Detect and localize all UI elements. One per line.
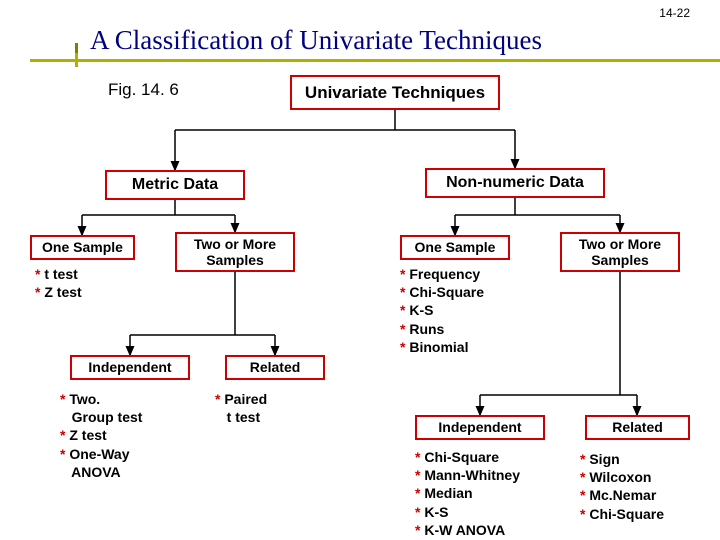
page-number: 14-22 [659, 6, 690, 20]
list-item: * Wilcoxon [580, 468, 664, 486]
list-item: * Median [415, 484, 520, 502]
title-notch-upper [75, 43, 78, 53]
list-item: * Two. Group test [60, 390, 142, 426]
list-item: * Z test [35, 283, 82, 301]
node-root: Univariate Techniques [290, 75, 500, 110]
list-item: * K-S [400, 301, 484, 319]
list-item: * Chi-Square [415, 448, 520, 466]
node-n_ind: Independent [415, 415, 545, 440]
list-item: * Chi-Square [400, 283, 484, 301]
list-n_ind_items: * Chi-Square* Mann-Whitney* Median* K-S*… [415, 448, 520, 539]
node-n_rel: Related [585, 415, 690, 440]
list-item: * Chi-Square [580, 505, 664, 523]
title-underline [30, 59, 720, 62]
list-item: * K-S [415, 503, 520, 521]
title-notch [75, 51, 78, 67]
list-item: * Z test [60, 426, 142, 444]
list-item: * K-W ANOVA [415, 521, 520, 539]
list-item: * Mann-Whitney [415, 466, 520, 484]
list-item: * Runs [400, 320, 484, 338]
node-m_one: One Sample [30, 235, 135, 260]
node-metric: Metric Data [105, 170, 245, 200]
list-n_rel_items: * Sign* Wilcoxon* Mc.Nemar* Chi-Square [580, 450, 664, 523]
list-item: * t test [35, 265, 82, 283]
list-m_ind_items: * Two. Group test* Z test* One-Way ANOVA [60, 390, 142, 481]
node-n_two: Two or More Samples [560, 232, 680, 272]
node-m_ind: Independent [70, 355, 190, 380]
node-m_rel: Related [225, 355, 325, 380]
list-n_one_items: * Frequency* Chi-Square* K-S* Runs* Bino… [400, 265, 484, 356]
node-n_one: One Sample [400, 235, 510, 260]
list-item: * Sign [580, 450, 664, 468]
node-nonnum: Non-numeric Data [425, 168, 605, 198]
list-m_one_items: * t test* Z test [35, 265, 82, 301]
list-item: * Mc.Nemar [580, 486, 664, 504]
list-m_rel_items: * Paired t test [215, 390, 267, 426]
page-title: A Classification of Univariate Technique… [30, 25, 710, 59]
list-item: * Binomial [400, 338, 484, 356]
figure-label: Fig. 14. 6 [108, 80, 179, 100]
list-item: * Paired t test [215, 390, 267, 426]
node-m_two: Two or More Samples [175, 232, 295, 272]
list-item: * Frequency [400, 265, 484, 283]
list-item: * One-Way ANOVA [60, 445, 142, 481]
title-block: A Classification of Univariate Technique… [30, 25, 710, 59]
